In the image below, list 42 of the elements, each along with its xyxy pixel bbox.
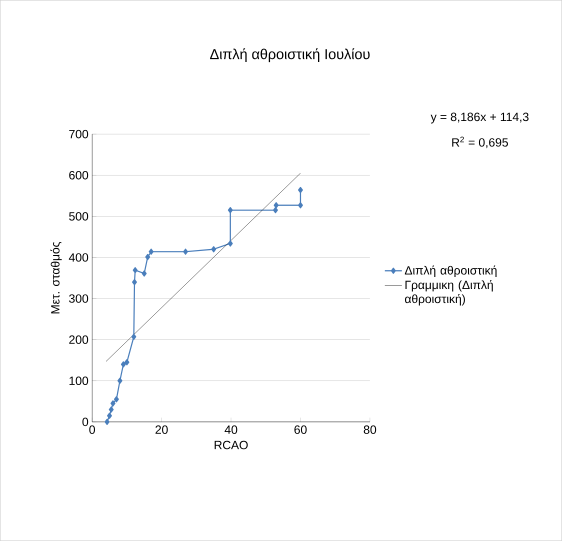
x-tick-label: 80 [364,425,376,434]
y-tick-label: 700 [69,130,88,138]
y-tick-label: 400 [68,253,88,262]
y-tick-label: 600 [69,170,88,180]
point [142,270,147,277]
x-tick-label: 40 [224,425,238,434]
point [274,202,279,208]
point [104,418,110,425]
text: R$^{2}$ = 0,695 [452,136,508,148]
point [298,186,303,194]
legend-label: Διπλή αθροιστική [404,265,497,277]
point [124,359,130,366]
point [211,246,216,252]
point [117,378,122,384]
text: y = 8,186x + 114,3 [430,112,529,124]
y-tick-label: 300 [69,294,88,303]
x-tick-label: 0 [89,425,96,434]
point [132,279,137,286]
y-tick-label: 500 [69,212,88,221]
y-tick-label: 0 [82,418,88,426]
y-tick-label: 100 [70,376,88,386]
chart-title: Διπλή αθροιστική Ιουλίου [210,48,370,62]
x-axis-title: RCAO [214,440,248,450]
point [108,406,114,413]
x-tick-label: 20 [156,425,168,434]
point [298,202,303,208]
point [273,207,278,214]
point [107,412,112,419]
point [145,254,150,260]
point [120,361,126,368]
point [148,248,154,255]
point [132,267,138,274]
point [228,207,233,214]
point [114,396,119,402]
point [131,334,136,340]
point [110,400,116,406]
point [228,240,233,247]
point [183,248,188,255]
y-tick-label: 200 [69,335,88,344]
legend-label: Γραμμικη (Διπλή αθροιστική) [404,280,493,306]
x-tick-label: 60 [294,425,307,434]
y-axis-title: Μετ. σταθμός [50,242,62,314]
